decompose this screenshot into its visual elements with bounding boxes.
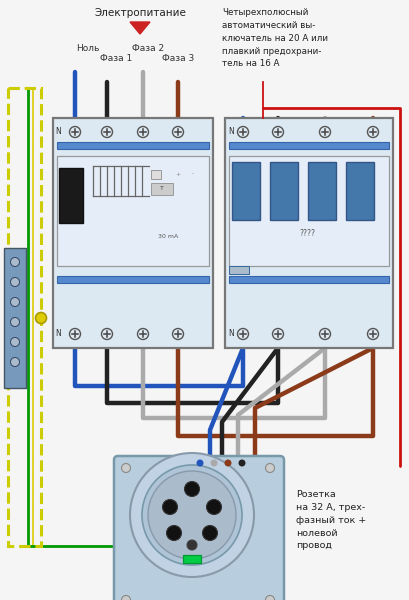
FancyBboxPatch shape xyxy=(114,456,284,600)
Text: +: + xyxy=(175,172,181,176)
Circle shape xyxy=(368,329,378,340)
Text: T: T xyxy=(160,185,164,191)
Text: N: N xyxy=(55,329,61,338)
Circle shape xyxy=(121,463,130,473)
Circle shape xyxy=(319,127,330,137)
Bar xyxy=(308,162,336,220)
Bar xyxy=(229,142,389,149)
Circle shape xyxy=(36,313,47,323)
Bar xyxy=(183,555,201,563)
Circle shape xyxy=(238,329,249,340)
Text: N: N xyxy=(55,127,61,136)
Text: Фаза 3: Фаза 3 xyxy=(162,54,194,63)
Text: Фаза 1: Фаза 1 xyxy=(100,54,132,63)
Circle shape xyxy=(173,329,184,340)
Bar xyxy=(57,156,209,266)
Circle shape xyxy=(101,127,112,137)
Circle shape xyxy=(130,453,254,577)
Circle shape xyxy=(148,471,236,559)
Text: Розетка
на 32 А, трех-
фазный ток +
нолевой
провод: Розетка на 32 А, трех- фазный ток + ноле… xyxy=(296,490,366,550)
Circle shape xyxy=(101,329,112,340)
Circle shape xyxy=(202,526,218,541)
Circle shape xyxy=(70,127,81,137)
Circle shape xyxy=(166,526,182,541)
Circle shape xyxy=(11,298,20,307)
Circle shape xyxy=(187,540,197,550)
Circle shape xyxy=(121,595,130,600)
Bar xyxy=(232,162,260,220)
Bar xyxy=(57,142,209,149)
Text: Ноль: Ноль xyxy=(76,44,100,53)
Circle shape xyxy=(162,499,178,514)
Text: N: N xyxy=(228,127,234,136)
Text: N: N xyxy=(228,329,234,338)
Bar xyxy=(229,266,249,274)
Circle shape xyxy=(368,127,378,137)
Circle shape xyxy=(265,595,274,600)
Text: Электропитание: Электропитание xyxy=(94,8,186,18)
Text: Четырехполюсный
автоматический вы-
ключатель на 20 А или
плавкий предохрани-
тел: Четырехполюсный автоматический вы- ключа… xyxy=(222,8,328,68)
Circle shape xyxy=(319,329,330,340)
Bar xyxy=(53,118,213,348)
Circle shape xyxy=(196,460,204,467)
Circle shape xyxy=(238,127,249,137)
Bar xyxy=(270,162,298,220)
Circle shape xyxy=(11,317,20,326)
Text: ????: ???? xyxy=(299,229,315,238)
Bar xyxy=(229,156,389,266)
Bar xyxy=(151,170,161,179)
Text: 30 mA: 30 mA xyxy=(158,233,178,238)
Bar xyxy=(4,248,26,388)
Text: -: - xyxy=(192,172,194,176)
Circle shape xyxy=(11,277,20,286)
Circle shape xyxy=(238,460,245,467)
Bar xyxy=(346,162,374,220)
Bar xyxy=(229,276,389,283)
Circle shape xyxy=(272,329,283,340)
Polygon shape xyxy=(130,22,150,34)
Bar xyxy=(151,183,173,195)
Circle shape xyxy=(207,499,222,514)
Circle shape xyxy=(272,127,283,137)
Circle shape xyxy=(211,460,218,467)
Circle shape xyxy=(11,337,20,346)
Circle shape xyxy=(225,460,231,467)
Bar xyxy=(225,118,393,348)
Circle shape xyxy=(137,127,148,137)
Bar xyxy=(8,88,41,546)
Circle shape xyxy=(173,127,184,137)
Circle shape xyxy=(184,481,200,497)
Circle shape xyxy=(11,358,20,367)
Circle shape xyxy=(11,257,20,266)
Circle shape xyxy=(137,329,148,340)
Circle shape xyxy=(142,465,242,565)
Circle shape xyxy=(265,463,274,473)
Bar xyxy=(57,276,209,283)
Bar xyxy=(59,168,83,223)
Text: Фаза 2: Фаза 2 xyxy=(132,44,164,53)
Circle shape xyxy=(70,329,81,340)
